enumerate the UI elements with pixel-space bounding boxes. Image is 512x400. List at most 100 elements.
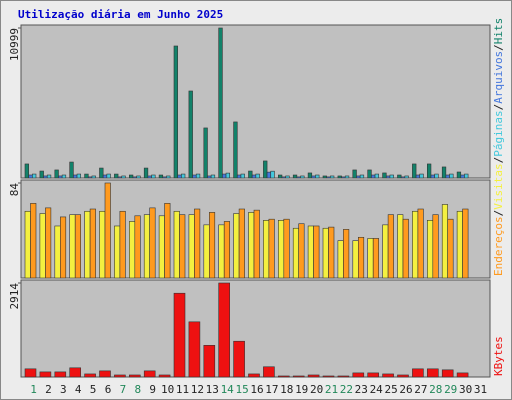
bar	[114, 374, 126, 378]
bar	[166, 175, 171, 179]
bar	[402, 218, 409, 279]
bar	[74, 214, 81, 279]
bar	[203, 345, 216, 378]
bar	[460, 174, 465, 179]
bar	[441, 166, 447, 179]
bar	[28, 174, 33, 179]
bar	[412, 163, 417, 179]
x-tick-label: 11	[176, 383, 189, 396]
bar	[447, 218, 454, 279]
bar	[313, 225, 320, 279]
bar	[337, 375, 350, 378]
bar	[322, 227, 329, 279]
y-tick-label: 2914	[8, 283, 21, 310]
bar	[430, 174, 435, 179]
bar	[357, 236, 365, 279]
bar	[263, 220, 270, 279]
bar	[412, 210, 419, 279]
bar	[389, 174, 394, 179]
bar	[251, 174, 257, 179]
y-tick-label: 10999	[8, 28, 21, 61]
bar	[158, 374, 171, 378]
legend-entry: Arquivos	[492, 51, 505, 104]
x-tick-label: 21	[325, 383, 338, 396]
bar	[24, 368, 37, 378]
bar	[248, 212, 255, 279]
x-tick-label: 17	[265, 383, 278, 396]
bar	[263, 160, 268, 179]
bar	[449, 173, 454, 179]
bar	[54, 371, 67, 378]
bar	[367, 238, 374, 279]
bar	[397, 174, 402, 179]
bar	[188, 321, 201, 378]
bar	[151, 174, 156, 179]
legend: Endereços/Visitas/Páginas/Arquivos/Hits	[492, 18, 505, 276]
bar	[352, 240, 359, 279]
bar	[397, 374, 409, 378]
bar	[441, 369, 454, 378]
bar	[337, 175, 342, 179]
bar	[102, 174, 108, 179]
bar	[203, 224, 210, 279]
bar	[149, 207, 156, 279]
x-tick-label: 19	[295, 383, 308, 396]
x-tick-label: 16	[250, 383, 263, 396]
legend-entry: KBytes	[492, 336, 505, 376]
bar	[456, 372, 469, 378]
bar	[143, 214, 150, 279]
bar	[84, 173, 89, 179]
bar	[188, 214, 195, 279]
bar	[210, 174, 216, 179]
bar	[277, 375, 290, 378]
x-tick-label: 14	[221, 383, 235, 396]
bar	[233, 121, 238, 179]
bar	[432, 214, 439, 279]
bar	[382, 172, 387, 179]
bar	[61, 174, 67, 179]
bar	[209, 212, 216, 279]
bar	[218, 282, 230, 378]
bar	[177, 174, 182, 179]
bar	[372, 238, 380, 279]
bar	[233, 213, 240, 279]
bar	[225, 172, 231, 179]
bar	[121, 175, 126, 179]
plot-area	[20, 24, 491, 179]
bar	[162, 176, 167, 179]
bar	[352, 372, 365, 378]
bar	[24, 210, 31, 279]
bar	[248, 170, 253, 179]
bar	[158, 174, 164, 179]
bar	[292, 375, 305, 378]
bar	[419, 173, 424, 179]
bar	[173, 292, 186, 378]
legend-separator: /	[492, 104, 505, 111]
bar	[195, 173, 201, 179]
bar	[188, 90, 193, 179]
bar	[385, 175, 391, 179]
x-tick-label: 9	[149, 383, 156, 396]
bar	[371, 174, 376, 179]
bar	[99, 370, 111, 378]
bar	[117, 176, 123, 179]
bar	[417, 208, 424, 279]
bar	[87, 176, 93, 179]
bar	[326, 176, 331, 179]
bar	[322, 375, 335, 378]
bar	[173, 45, 178, 179]
bar	[222, 173, 227, 179]
bar	[129, 174, 134, 179]
bar	[143, 167, 149, 179]
x-tick-label: 22	[340, 383, 353, 396]
bar	[240, 173, 245, 179]
bar	[296, 176, 301, 179]
x-tick-label: 27	[414, 383, 427, 396]
x-tick-label: 3	[60, 383, 67, 396]
x-tick-label: 15	[235, 383, 248, 396]
x-tick-label: 26	[399, 383, 412, 396]
bar	[415, 174, 421, 179]
bar	[129, 374, 141, 378]
bar	[397, 214, 404, 279]
